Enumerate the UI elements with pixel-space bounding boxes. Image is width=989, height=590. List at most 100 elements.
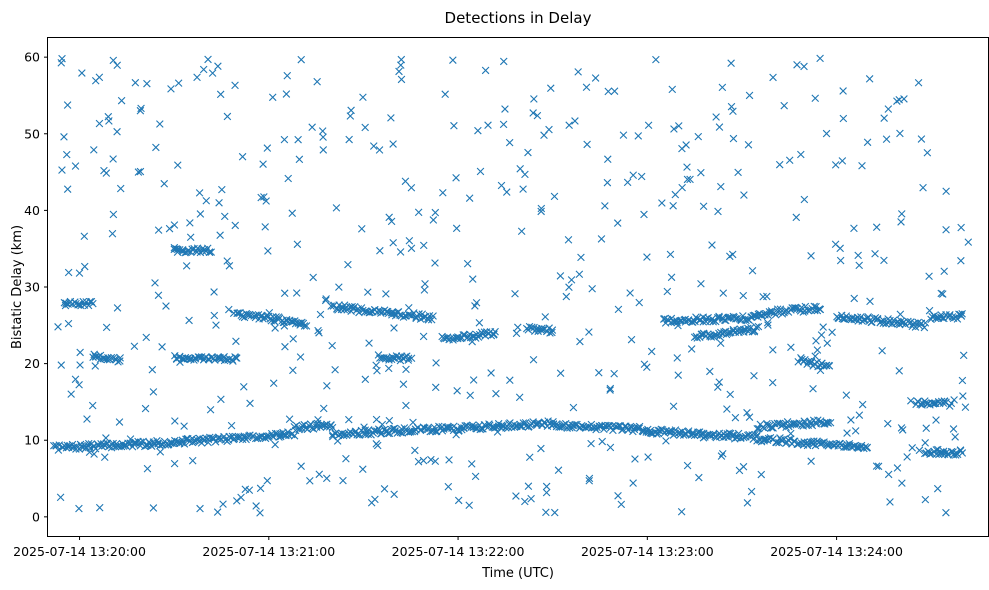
data-point	[103, 355, 112, 364]
data-point	[576, 337, 584, 346]
data-point	[252, 502, 260, 510]
data-point	[851, 427, 860, 435]
data-point	[668, 85, 677, 94]
data-point	[439, 188, 447, 197]
data-point	[801, 355, 809, 364]
data-point	[843, 441, 851, 449]
data-point	[880, 114, 888, 122]
data-point	[819, 323, 827, 331]
data-point	[908, 444, 917, 452]
data-point	[917, 135, 926, 143]
data-point	[542, 508, 550, 517]
data-point	[373, 441, 382, 450]
data-point	[675, 428, 684, 437]
x-tick-label: 2025-07-14 13:21:00	[202, 544, 335, 559]
data-point	[219, 500, 227, 508]
data-point	[64, 319, 73, 328]
data-point	[113, 304, 122, 312]
data-point	[395, 67, 403, 76]
data-point	[471, 472, 480, 481]
data-point	[813, 346, 822, 354]
data-point	[524, 482, 533, 490]
data-point	[143, 464, 152, 473]
data-point	[54, 323, 62, 331]
data-point	[945, 312, 954, 320]
data-point	[475, 318, 484, 327]
data-point	[450, 121, 458, 130]
data-point	[730, 435, 739, 443]
data-point	[745, 413, 754, 421]
y-tick-label: 50	[24, 126, 40, 141]
data-point	[831, 161, 840, 169]
data-point	[357, 225, 366, 233]
data-point	[64, 268, 73, 277]
data-point	[452, 430, 460, 439]
data-point	[328, 341, 336, 350]
data-point	[548, 326, 557, 334]
data-point	[744, 140, 753, 149]
data-point	[850, 224, 858, 233]
data-point	[886, 498, 894, 506]
data-point	[126, 435, 135, 443]
data-point	[332, 204, 341, 212]
data-point	[454, 427, 463, 435]
data-point	[256, 484, 265, 493]
data-point	[297, 462, 305, 471]
data-point	[71, 162, 80, 170]
data-point	[454, 496, 463, 505]
data-point	[723, 405, 731, 413]
data-point	[231, 81, 239, 90]
data-point	[414, 457, 423, 466]
data-point	[359, 465, 367, 474]
data-points-layer	[50, 54, 973, 517]
data-point	[748, 266, 757, 275]
data-point	[938, 290, 947, 298]
data-point	[942, 225, 950, 234]
data-point	[623, 178, 632, 187]
data-point	[940, 314, 948, 323]
data-point	[142, 333, 151, 342]
data-point	[319, 133, 327, 141]
data-point	[763, 421, 772, 430]
data-point	[161, 441, 170, 449]
data-point	[389, 238, 397, 247]
data-point	[961, 403, 970, 411]
data-point	[567, 276, 576, 284]
data-point	[481, 66, 490, 75]
data-point	[836, 256, 845, 265]
data-point	[78, 69, 86, 77]
data-point	[130, 440, 138, 449]
data-point	[516, 164, 524, 173]
data-point	[882, 319, 890, 328]
data-point	[871, 249, 879, 258]
data-point	[167, 85, 175, 93]
data-point	[399, 380, 408, 389]
data-point	[864, 313, 872, 321]
data-point	[795, 439, 803, 448]
data-point	[933, 484, 942, 493]
data-point	[597, 235, 606, 243]
data-point	[256, 509, 264, 517]
data-point	[727, 313, 735, 322]
data-point	[202, 196, 211, 205]
data-point	[468, 337, 476, 346]
data-point	[517, 227, 526, 236]
data-point	[318, 127, 327, 135]
data-point	[291, 317, 299, 325]
data-point	[182, 262, 191, 270]
data-point	[154, 226, 163, 234]
data-point	[377, 429, 386, 438]
data-point	[284, 174, 293, 183]
data-point	[782, 423, 790, 432]
data-point	[719, 289, 728, 297]
data-point	[130, 342, 139, 351]
data-point	[300, 322, 309, 330]
data-point	[522, 422, 530, 431]
data-point	[499, 57, 508, 66]
data-point	[216, 90, 225, 99]
data-point	[289, 366, 297, 375]
data-point	[512, 329, 521, 338]
data-point	[95, 119, 104, 128]
data-point	[114, 358, 122, 366]
